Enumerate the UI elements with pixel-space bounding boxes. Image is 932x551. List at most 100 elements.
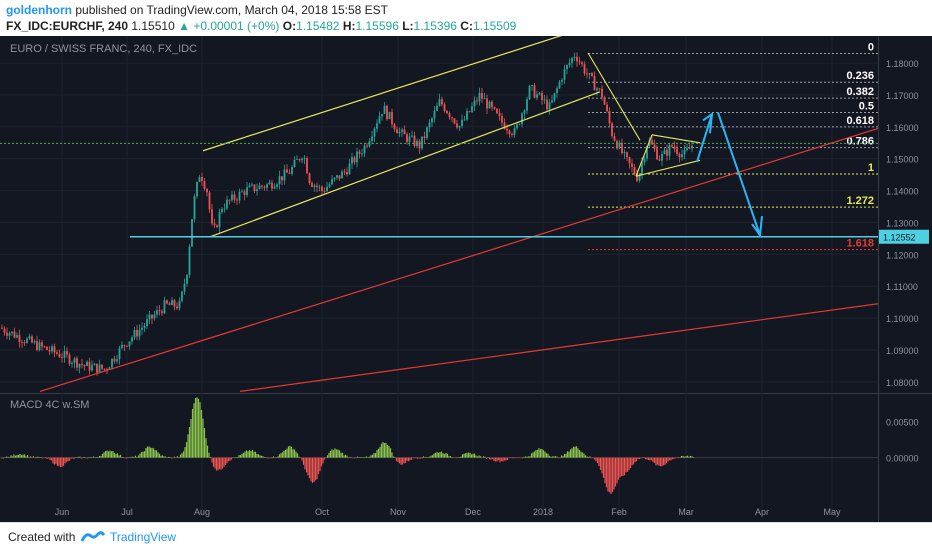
- projection-down-arrow: [717, 112, 761, 236]
- candle-body: [343, 171, 346, 173]
- macd-bar: [290, 446, 293, 458]
- macd-bar: [182, 451, 185, 458]
- macd-bar: [200, 410, 203, 458]
- candle-body: [488, 101, 491, 109]
- macd-bar: [628, 457, 630, 471]
- candle-body: [58, 353, 61, 358]
- candle-body: [506, 128, 508, 131]
- macd-bar: [29, 456, 32, 458]
- macd-bar: [197, 398, 200, 458]
- macd-bar: [22, 454, 24, 458]
- macd-bar: [175, 457, 177, 459]
- candle-body: [608, 111, 611, 124]
- macd-bar: [278, 454, 281, 458]
- candle-body: [681, 154, 683, 158]
- macd-bar: [583, 453, 585, 458]
- macd-bar: [122, 457, 125, 458]
- macd-bar: [431, 455, 434, 458]
- macd-bar: [10, 455, 12, 458]
- macd-bar: [5, 456, 8, 458]
- chart-canvas[interactable]: 0 0.236 0.382 0.5 0.618 0.786 1 1.272 1.618 1.18…: [0, 36, 932, 522]
- macd-bar: [59, 457, 62, 468]
- macd-bar: [439, 452, 441, 458]
- candle-body: [663, 149, 666, 154]
- chart-header: goldenhorn published on TradingView.com,…: [0, 0, 932, 36]
- macd-bar: [2, 457, 5, 459]
- macd-bar: [664, 457, 666, 465]
- tradingview-brand[interactable]: TradingView: [110, 530, 177, 544]
- macd-bar: [685, 456, 687, 458]
- macd-bar: [221, 457, 224, 469]
- time-tick-label: Oct: [315, 507, 330, 517]
- macd-bar: [98, 455, 101, 458]
- macd-bar: [358, 457, 360, 458]
- macd-bar: [245, 450, 248, 458]
- macd-bar: [53, 457, 56, 465]
- channel-lower-line: [209, 91, 601, 238]
- candle-body: [141, 327, 143, 330]
- candle-body: [283, 169, 286, 181]
- macd-bar: [361, 457, 363, 458]
- macd-bar: [227, 457, 230, 462]
- macd-bar: [446, 453, 449, 458]
- candle-body: [233, 194, 236, 200]
- macd-bar: [250, 451, 252, 458]
- candle-body: [326, 186, 328, 192]
- macd-bar: [70, 457, 72, 459]
- macd-bar: [470, 454, 473, 458]
- macd-bar: [389, 448, 392, 458]
- macd-bar: [314, 457, 317, 481]
- candle-body: [596, 88, 598, 91]
- macd-bar: [688, 456, 690, 458]
- macd-bar: [530, 453, 533, 458]
- macd-bar: [289, 445, 291, 458]
- candle-body: [501, 115, 503, 123]
- candle-body: [616, 140, 618, 149]
- macd-bar: [617, 457, 620, 480]
- macd-bar: [463, 453, 465, 458]
- candle-body: [513, 128, 516, 135]
- candle-body: [433, 110, 436, 119]
- candle-body: [628, 157, 631, 164]
- author-link[interactable]: goldenhorn: [6, 3, 72, 17]
- macd-bar: [650, 457, 653, 461]
- macd-bar: [130, 456, 132, 458]
- macd-bar: [526, 456, 528, 458]
- candle-body: [3, 328, 6, 333]
- price-tick-label: 1.09000: [886, 346, 919, 356]
- macd-bar: [427, 457, 429, 458]
- macd-bar: [473, 453, 476, 458]
- candle-body: [438, 99, 441, 106]
- candle-body: [568, 62, 571, 66]
- candle-body: [301, 158, 303, 161]
- candle-body: [583, 64, 586, 74]
- candle-body: [456, 123, 458, 128]
- macd-bar: [58, 457, 60, 466]
- macd-bar: [667, 457, 669, 462]
- candle-body: [658, 159, 661, 161]
- macd-bar: [578, 450, 581, 458]
- macd-bar: [538, 448, 540, 458]
- macd-bar: [605, 457, 608, 488]
- macd-bar: [398, 457, 401, 464]
- candle-body: [256, 189, 258, 192]
- candle-body: [603, 97, 606, 105]
- macd-bar: [43, 457, 45, 459]
- candle-body: [471, 106, 473, 112]
- macd-bar: [484, 456, 486, 458]
- macd-bar: [437, 452, 440, 458]
- macd-bar: [212, 457, 215, 467]
- macd-bar: [287, 446, 290, 458]
- macd-bar: [145, 447, 147, 458]
- macd-bar: [79, 456, 81, 458]
- macd-bar: [86, 457, 89, 459]
- macd-bar: [251, 449, 254, 458]
- candle-body: [458, 126, 461, 128]
- candle-body: [133, 329, 136, 338]
- macd-bar: [119, 454, 122, 458]
- candle-body: [208, 192, 211, 210]
- macd-bar: [95, 457, 98, 458]
- candle-body: [273, 186, 276, 189]
- candle-body: [236, 199, 238, 201]
- macd-bar: [497, 457, 500, 461]
